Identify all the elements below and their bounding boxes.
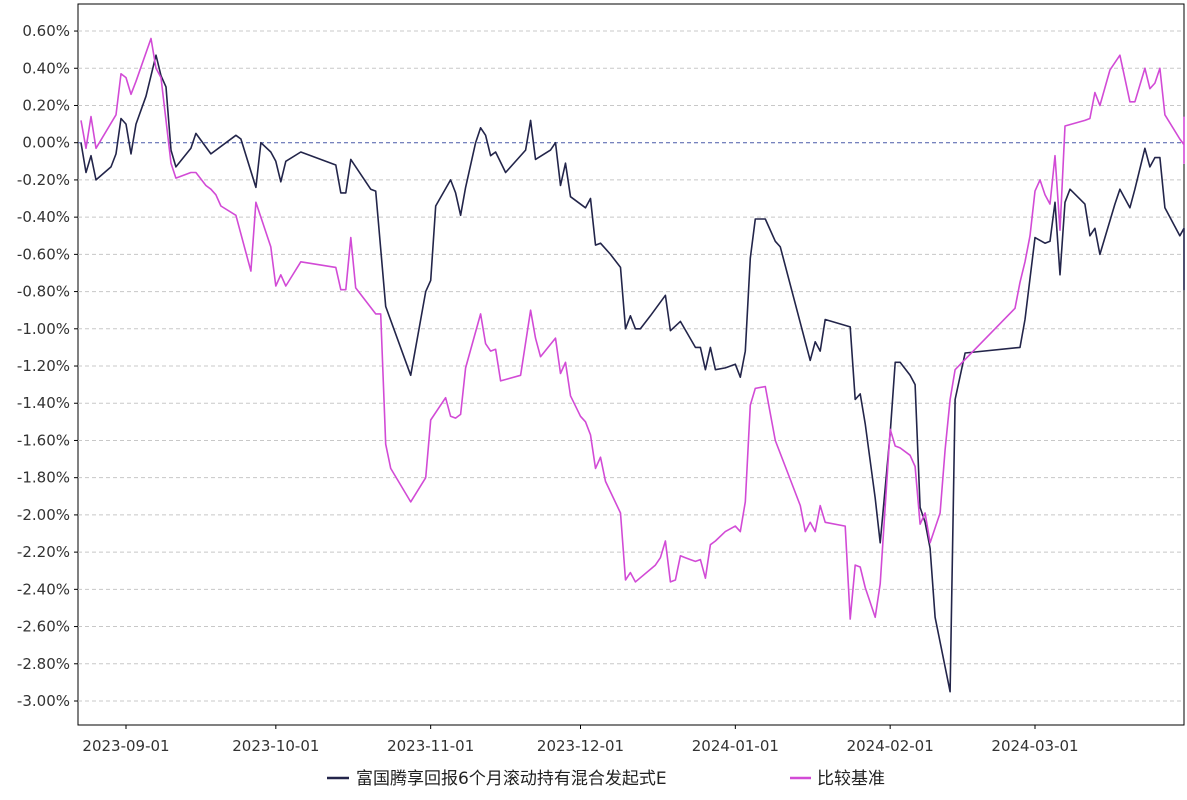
y-tick-label: -0.40% [17, 208, 70, 226]
x-tick-label: 2024-03-01 [991, 737, 1078, 755]
x-tick-label: 2024-01-01 [692, 737, 779, 755]
plot-area [77, 3, 1185, 726]
y-tick-label: -1.80% [17, 469, 70, 487]
y-tick-label: -1.40% [17, 394, 70, 412]
y-tick-label: 0.40% [22, 59, 70, 77]
y-tick-label: -3.00% [17, 692, 70, 710]
y-tick-label: -2.40% [17, 580, 70, 598]
series-lines [80, 37, 1185, 693]
series-line-benchmark [80, 37, 1185, 620]
legend: 富国腾享回报6个月滚动持有混合发起式E 比较基准 [327, 769, 885, 789]
y-tick-label: -2.60% [17, 618, 70, 636]
y-tick-label: -0.80% [17, 283, 70, 301]
x-tick-label: 2023-11-01 [387, 737, 474, 755]
x-axis: 2023-09-01 2023-10-01 2023-11-01 2023-12-01… [82, 725, 1079, 755]
legend-label-fund: 富国腾享回报6个月滚动持有混合发起式E [356, 769, 667, 789]
x-tick-label: 2024-02-01 [847, 737, 934, 755]
y-tick-label: -1.60% [17, 431, 70, 449]
y-tick-label: -1.20% [17, 357, 70, 375]
y-tick-label: 0.60% [22, 22, 70, 40]
x-tick-label: 2023-09-01 [82, 737, 169, 755]
y-axis: 0.60% 0.40% 0.20% 0.00% -0.20% -0.40% -0.60% -0… [17, 22, 78, 710]
gridlines [78, 30, 1184, 702]
y-tick-label: -1.00% [17, 320, 70, 338]
y-tick-label: -2.00% [17, 506, 70, 524]
x-tick-label: 2023-12-01 [537, 737, 624, 755]
y-tick-label: 0.20% [22, 96, 70, 114]
x-tick-label: 2023-10-01 [232, 737, 319, 755]
y-tick-label: -2.80% [17, 655, 70, 673]
y-tick-label: -2.20% [17, 543, 70, 561]
legend-label-benchmark: 比较基准 [817, 769, 885, 789]
series-line-fund [80, 54, 1185, 693]
y-tick-label: -0.20% [17, 171, 70, 189]
y-tick-label: 0.00% [22, 134, 70, 152]
y-tick-label: -0.60% [17, 245, 70, 263]
